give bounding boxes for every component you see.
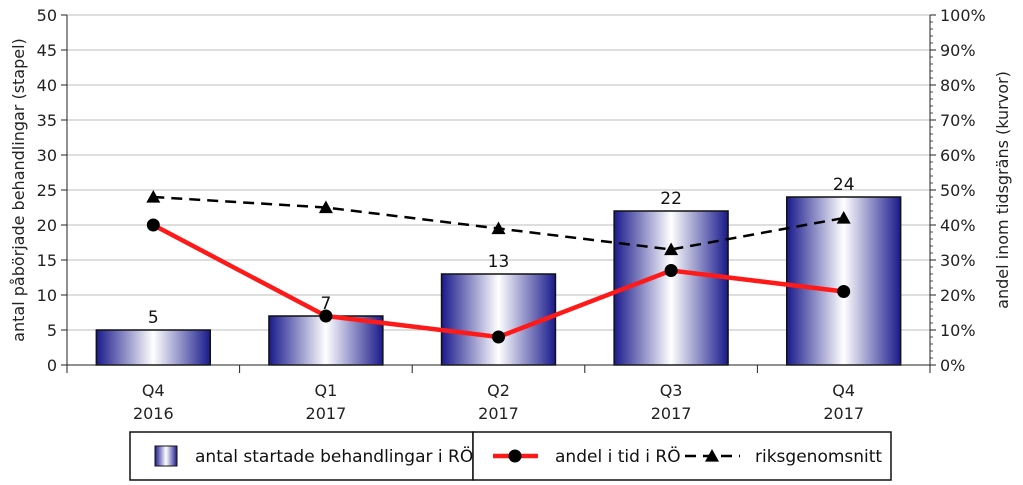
legend-label: andel i tid i RÖ bbox=[555, 445, 681, 467]
left-tick-label: 5 bbox=[47, 321, 57, 340]
series-point bbox=[318, 200, 333, 214]
right-tick-label: 50% bbox=[940, 181, 976, 200]
bar bbox=[268, 315, 384, 366]
x-tick-label-year: 2017 bbox=[823, 404, 864, 423]
left-tick-label: 30 bbox=[37, 146, 57, 165]
bars bbox=[95, 196, 902, 366]
x-tick-label-quarter: Q1 bbox=[315, 381, 338, 400]
right-tick-label: 10% bbox=[940, 321, 976, 340]
series-point bbox=[146, 218, 160, 232]
series-point bbox=[492, 330, 505, 344]
series-point bbox=[319, 309, 333, 323]
x-tick-label-year: 2017 bbox=[478, 404, 519, 423]
bar bbox=[95, 329, 212, 366]
right-tick-label: 40% bbox=[940, 216, 976, 235]
x-tick-label-quarter: Q4 bbox=[142, 381, 165, 400]
series-point bbox=[491, 221, 506, 235]
bar bbox=[613, 210, 729, 366]
x-tick-label-year: 2017 bbox=[651, 404, 692, 423]
x-tick-label-quarter: Q2 bbox=[487, 381, 510, 400]
x-tick-label-quarter: Q3 bbox=[660, 381, 683, 400]
lines bbox=[146, 190, 851, 344]
x-tick-label-year: 2017 bbox=[306, 404, 347, 423]
left-tick-label: 15 bbox=[37, 251, 57, 270]
right-tick-label: 0% bbox=[940, 356, 965, 375]
legend-marker bbox=[508, 449, 522, 463]
series-point bbox=[836, 211, 851, 224]
legend-box bbox=[472, 431, 892, 481]
left-tick-label: 20 bbox=[37, 216, 57, 235]
bar-value-label: 7 bbox=[320, 294, 331, 314]
legend-swatch bbox=[154, 445, 178, 467]
bar bbox=[440, 273, 557, 366]
series-point bbox=[664, 242, 679, 256]
right-tick-label: 100% bbox=[940, 6, 986, 25]
right-tick-label: 90% bbox=[940, 41, 976, 60]
left-tick-label: 0 bbox=[47, 356, 57, 375]
series-point bbox=[837, 285, 851, 298]
left-tick-label: 25 bbox=[37, 181, 57, 200]
right-tick-label: 70% bbox=[940, 111, 976, 130]
left-tick-label: 10 bbox=[37, 286, 57, 305]
left-tick-label: 35 bbox=[37, 111, 57, 130]
bar-value-label: 5 bbox=[148, 308, 159, 328]
legend-box bbox=[129, 431, 474, 481]
right-tick-label: 20% bbox=[940, 286, 976, 305]
x-tick-label-quarter: Q4 bbox=[832, 381, 855, 400]
bar-value-label: 13 bbox=[488, 252, 510, 272]
axes bbox=[61, 14, 936, 373]
x-tick-label-year: 2016 bbox=[133, 404, 174, 423]
right-tick-label: 80% bbox=[940, 76, 976, 95]
y-right-title: andel inom tidsgräns (kurvor) bbox=[993, 71, 1012, 309]
series-point bbox=[664, 264, 678, 277]
legend: antal startade behandlingar i RÖ andel i … bbox=[129, 431, 892, 481]
bar-value-label: 24 bbox=[833, 175, 855, 195]
labels: 0 5 10 15 20 25 30 35 40 45 50 0% 10% 20% 30% 40% 50% 60%… bbox=[9, 6, 1012, 423]
left-tick-label: 40 bbox=[37, 76, 57, 95]
bar-value-label: 22 bbox=[660, 189, 682, 209]
legend-label: antal startade behandlingar i RÖ bbox=[195, 445, 473, 467]
legend-label: riksgenomsnitt bbox=[755, 447, 882, 467]
right-tick-label: 30% bbox=[940, 251, 976, 270]
y-left-title: antal påbörjade behandlingar (stapel) bbox=[9, 38, 28, 342]
left-tick-label: 50 bbox=[37, 6, 57, 25]
series-point bbox=[146, 190, 161, 203]
left-tick-label: 45 bbox=[37, 41, 57, 60]
legend-marker bbox=[705, 449, 719, 462]
right-tick-label: 60% bbox=[940, 146, 976, 165]
